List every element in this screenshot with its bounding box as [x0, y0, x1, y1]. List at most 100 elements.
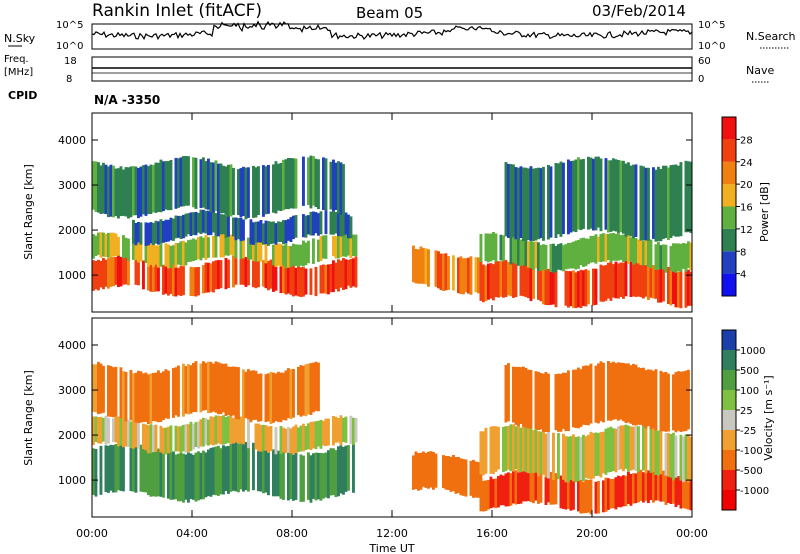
- heatmap-cell: [552, 269, 555, 305]
- heatmap-cell: [579, 159, 583, 231]
- heatmap-cell: [184, 242, 188, 266]
- heatmap-cell: [219, 448, 223, 495]
- colorbar-swatch: [722, 139, 736, 162]
- heatmap-cell: [417, 249, 420, 284]
- heatmap-cell: [157, 245, 160, 268]
- heatmap-cell: [264, 374, 268, 422]
- heatmap-cell: [292, 369, 295, 418]
- heatmap-cell: [682, 475, 685, 509]
- colorbar-tick-label: 24: [740, 158, 753, 169]
- colorbar-swatch: [722, 430, 736, 450]
- heatmap-cell: [237, 169, 240, 216]
- heatmap-cell: [489, 426, 493, 474]
- heatmap-cell: [542, 430, 545, 475]
- heatmap-cell: [594, 432, 598, 477]
- heatmap-cell: [554, 271, 558, 308]
- heatmap-cell: [229, 164, 233, 217]
- heatmap-cell: [287, 158, 290, 210]
- heatmap-cell: [597, 432, 600, 476]
- heatmap-cell: [582, 237, 585, 267]
- heatmap-cell: [297, 366, 300, 415]
- heatmap-cell: [517, 366, 520, 427]
- colorbar-tick-label: 100: [740, 386, 759, 397]
- heatmap-cell: [227, 446, 230, 494]
- heatmap-cell: [182, 453, 185, 503]
- heatmap-cell: [632, 426, 635, 470]
- heatmap-cell: [214, 260, 218, 290]
- heatmap-cell: [224, 446, 228, 491]
- heatmap-cell: [529, 468, 533, 502]
- heatmap-cell: [214, 160, 218, 211]
- heatmap-cell: [344, 233, 348, 257]
- heatmap-cell: [342, 164, 345, 215]
- heatmap-cell: [682, 243, 685, 269]
- heatmap-cell: [424, 453, 428, 488]
- heatmap-cell: [657, 241, 660, 270]
- heatmap-cell: [287, 427, 290, 453]
- heatmap-cell: [159, 425, 163, 453]
- heatmap-cell: [169, 425, 173, 453]
- heatmap-cell: [149, 243, 153, 265]
- heatmap-cell: [312, 421, 315, 449]
- heatmap-cell: [172, 451, 175, 500]
- heatmap-cell: [574, 272, 578, 309]
- heatmap-cell: [294, 158, 298, 209]
- heatmap-cell: [287, 219, 290, 241]
- heatmap-cell: [524, 240, 528, 267]
- heatmap-cell: [564, 478, 568, 510]
- heatmap-cell: [214, 361, 218, 413]
- heatmap-cell: [547, 165, 550, 240]
- heatmap-cell: [539, 373, 543, 430]
- heatmap-cell: [94, 416, 98, 442]
- heatmap-cell: [137, 238, 140, 263]
- heatmap-cell: [529, 370, 533, 429]
- colorbar-swatch: [722, 184, 736, 207]
- heatmap-cell: [134, 239, 138, 261]
- heatmap-cell: [289, 246, 293, 268]
- heatmap-cell: [102, 417, 105, 442]
- heatmap-cell: [254, 167, 258, 218]
- heatmap-cell: [347, 445, 350, 491]
- heatmap-cell: [619, 476, 623, 508]
- heatmap-cell: [559, 243, 563, 271]
- heatmap-cell: [234, 415, 238, 443]
- heatmap-cell: [587, 238, 590, 265]
- heatmap-cell: [584, 269, 588, 307]
- heatmap-cell: [314, 212, 318, 234]
- heatmap-cell: [152, 242, 155, 267]
- heatmap-cell: [194, 267, 198, 297]
- heatmap-cell: [334, 450, 338, 498]
- heatmap-cell: [324, 209, 328, 235]
- heatmap-cell: [572, 479, 575, 510]
- heatmap-cell: [152, 262, 155, 292]
- heatmap-cell: [634, 426, 638, 472]
- heatmap-cell: [294, 452, 298, 500]
- heatmap-cell: [562, 372, 565, 429]
- heatmap-cell: [239, 218, 243, 242]
- heatmap-cell: [254, 258, 258, 289]
- heatmap-cell: [207, 158, 210, 210]
- heatmap-cell: [217, 445, 220, 496]
- heatmap-cell: [642, 166, 645, 241]
- heatmap-cell: [262, 424, 265, 451]
- heatmap-cell: [672, 268, 675, 304]
- colorbar-tick-label: 4: [740, 270, 746, 281]
- heatmap-cell: [287, 246, 290, 268]
- heatmap-cell: [194, 361, 198, 413]
- heatmap-cell: [579, 369, 583, 427]
- heatmap-cell: [564, 270, 568, 306]
- heatmap-cell: [682, 436, 685, 483]
- heatmap-cell: [672, 243, 675, 272]
- nsky-label: N.Sky: [4, 32, 36, 45]
- heatmap-cell: [234, 366, 238, 419]
- heatmap-cell: [174, 242, 178, 268]
- heatmap-cell: [267, 165, 270, 214]
- heatmap-cell: [174, 367, 178, 416]
- heatmap-cell: [532, 264, 535, 299]
- heatmap-cell: [147, 425, 150, 454]
- heatmap-cell: [242, 258, 245, 285]
- heatmap-cell: [232, 167, 235, 215]
- heatmap-cell: [274, 260, 278, 291]
- heatmap-cell: [112, 232, 115, 257]
- heatmap-cell: [202, 265, 205, 294]
